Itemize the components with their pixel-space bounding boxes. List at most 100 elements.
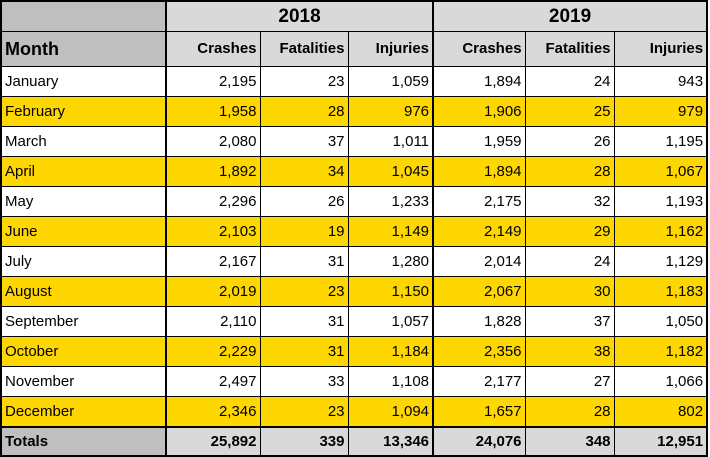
injuries-2018-cell: 1,094 <box>347 396 435 428</box>
injuries-2018-cell: 1,184 <box>347 336 435 367</box>
injuries-2019-cell: 802 <box>613 396 708 428</box>
crashes-2018-cell: 1,958 <box>165 96 261 127</box>
fatalities-2018-cell: 31 <box>259 246 349 277</box>
injuries-2019-cell: 1,066 <box>613 366 708 397</box>
month-cell: October <box>0 336 167 367</box>
table-row: October 2,229 31 1,184 2,356 38 1,182 <box>0 336 708 367</box>
crashes-2018-cell: 2,110 <box>165 306 261 337</box>
injuries-2019-cell: 979 <box>613 96 708 127</box>
injuries-2018-cell: 1,149 <box>347 216 435 247</box>
injuries-2018-cell: 1,280 <box>347 246 435 277</box>
column-header-row: Month Crashes Fatalities Injuries Crashe… <box>0 31 708 67</box>
table-row: January 2,195 23 1,059 1,894 24 943 <box>0 66 708 97</box>
crashes-2018-header: Crashes <box>165 31 261 67</box>
fatalities-2019-cell: 30 <box>524 276 615 307</box>
fatalities-2019-cell: 25 <box>524 96 615 127</box>
month-cell: December <box>0 396 167 428</box>
crashes-2019-cell: 2,067 <box>432 276 526 307</box>
crashes-2019-cell: 2,175 <box>432 186 526 217</box>
fatalities-2019-cell: 38 <box>524 336 615 367</box>
crashes-2018-cell: 2,229 <box>165 336 261 367</box>
month-cell: September <box>0 306 167 337</box>
table-row: November 2,497 33 1,108 2,177 27 1,066 <box>0 366 708 397</box>
month-cell: June <box>0 216 167 247</box>
injuries-2019-cell: 1,195 <box>613 126 708 157</box>
month-cell: April <box>0 156 167 187</box>
injuries-2018-cell: 1,057 <box>347 306 435 337</box>
crashes-2019-cell: 2,149 <box>432 216 526 247</box>
fatalities-2018-cell: 33 <box>259 366 349 397</box>
crashes-2019-cell: 2,177 <box>432 366 526 397</box>
table-row: June 2,103 19 1,149 2,149 29 1,162 <box>0 216 708 247</box>
crashes-2019-cell: 1,894 <box>432 66 526 97</box>
fatalities-2019-cell: 37 <box>524 306 615 337</box>
year-2018-header: 2018 <box>165 0 435 32</box>
fatalities-2018-cell: 23 <box>259 66 349 97</box>
fatalities-2018-cell: 31 <box>259 336 349 367</box>
totals-label: Totals <box>0 426 167 457</box>
injuries-2019-cell: 1,050 <box>613 306 708 337</box>
total-injuries-2018-cell: 13,346 <box>347 426 435 457</box>
year-2019-header: 2019 <box>432 0 708 32</box>
crashes-2018-cell: 2,080 <box>165 126 261 157</box>
table-row: August 2,019 23 1,150 2,067 30 1,183 <box>0 276 708 307</box>
month-column-header: Month <box>0 31 167 67</box>
crashes-2019-cell: 1,828 <box>432 306 526 337</box>
fatalities-2018-cell: 23 <box>259 396 349 428</box>
fatalities-2019-cell: 29 <box>524 216 615 247</box>
total-crashes-2018-cell: 25,892 <box>165 426 261 457</box>
crashes-2018-cell: 2,167 <box>165 246 261 277</box>
fatalities-2019-cell: 28 <box>524 156 615 187</box>
table-row: July 2,167 31 1,280 2,014 24 1,129 <box>0 246 708 277</box>
fatalities-2019-cell: 27 <box>524 366 615 397</box>
month-cell: August <box>0 276 167 307</box>
crashes-2018-cell: 2,019 <box>165 276 261 307</box>
injuries-2019-cell: 943 <box>613 66 708 97</box>
crashes-2018-cell: 2,497 <box>165 366 261 397</box>
month-cell: November <box>0 366 167 397</box>
fatalities-2019-cell: 28 <box>524 396 615 428</box>
crashes-2018-cell: 2,346 <box>165 396 261 428</box>
total-injuries-2019-cell: 12,951 <box>613 426 708 457</box>
fatalities-2018-cell: 23 <box>259 276 349 307</box>
month-cell: February <box>0 96 167 127</box>
injuries-2018-header: Injuries <box>347 31 435 67</box>
fatalities-2018-header: Fatalities <box>259 31 349 67</box>
injuries-2019-header: Injuries <box>613 31 708 67</box>
crashes-2019-cell: 1,959 <box>432 126 526 157</box>
crashes-2019-header: Crashes <box>432 31 526 67</box>
injuries-2018-cell: 1,059 <box>347 66 435 97</box>
crashes-2018-cell: 2,103 <box>165 216 261 247</box>
injuries-2018-cell: 1,045 <box>347 156 435 187</box>
table-row: September 2,110 31 1,057 1,828 37 1,050 <box>0 306 708 337</box>
crashes-2018-cell: 2,195 <box>165 66 261 97</box>
injuries-2018-cell: 976 <box>347 96 435 127</box>
crashes-2019-cell: 2,014 <box>432 246 526 277</box>
injuries-2018-cell: 1,233 <box>347 186 435 217</box>
fatalities-2018-cell: 26 <box>259 186 349 217</box>
corner-cell <box>0 0 167 32</box>
injuries-2018-cell: 1,150 <box>347 276 435 307</box>
crashes-2019-cell: 1,657 <box>432 396 526 428</box>
fatalities-2018-cell: 19 <box>259 216 349 247</box>
injuries-2018-cell: 1,011 <box>347 126 435 157</box>
month-cell: May <box>0 186 167 217</box>
fatalities-2019-cell: 24 <box>524 66 615 97</box>
total-crashes-2019-cell: 24,076 <box>432 426 526 457</box>
table-row: May 2,296 26 1,233 2,175 32 1,193 <box>0 186 708 217</box>
total-fatalities-2019-cell: 348 <box>524 426 615 457</box>
crashes-2019-cell: 2,356 <box>432 336 526 367</box>
fatalities-2018-cell: 34 <box>259 156 349 187</box>
total-fatalities-2018-cell: 339 <box>259 426 349 457</box>
crashes-2018-cell: 2,296 <box>165 186 261 217</box>
fatalities-2018-cell: 28 <box>259 96 349 127</box>
fatalities-2018-cell: 37 <box>259 126 349 157</box>
month-cell: March <box>0 126 167 157</box>
month-cell: January <box>0 66 167 97</box>
table-row: April 1,892 34 1,045 1,894 28 1,067 <box>0 156 708 187</box>
table-row: December 2,346 23 1,094 1,657 28 802 <box>0 396 708 428</box>
injuries-2019-cell: 1,129 <box>613 246 708 277</box>
crashes-2019-cell: 1,906 <box>432 96 526 127</box>
